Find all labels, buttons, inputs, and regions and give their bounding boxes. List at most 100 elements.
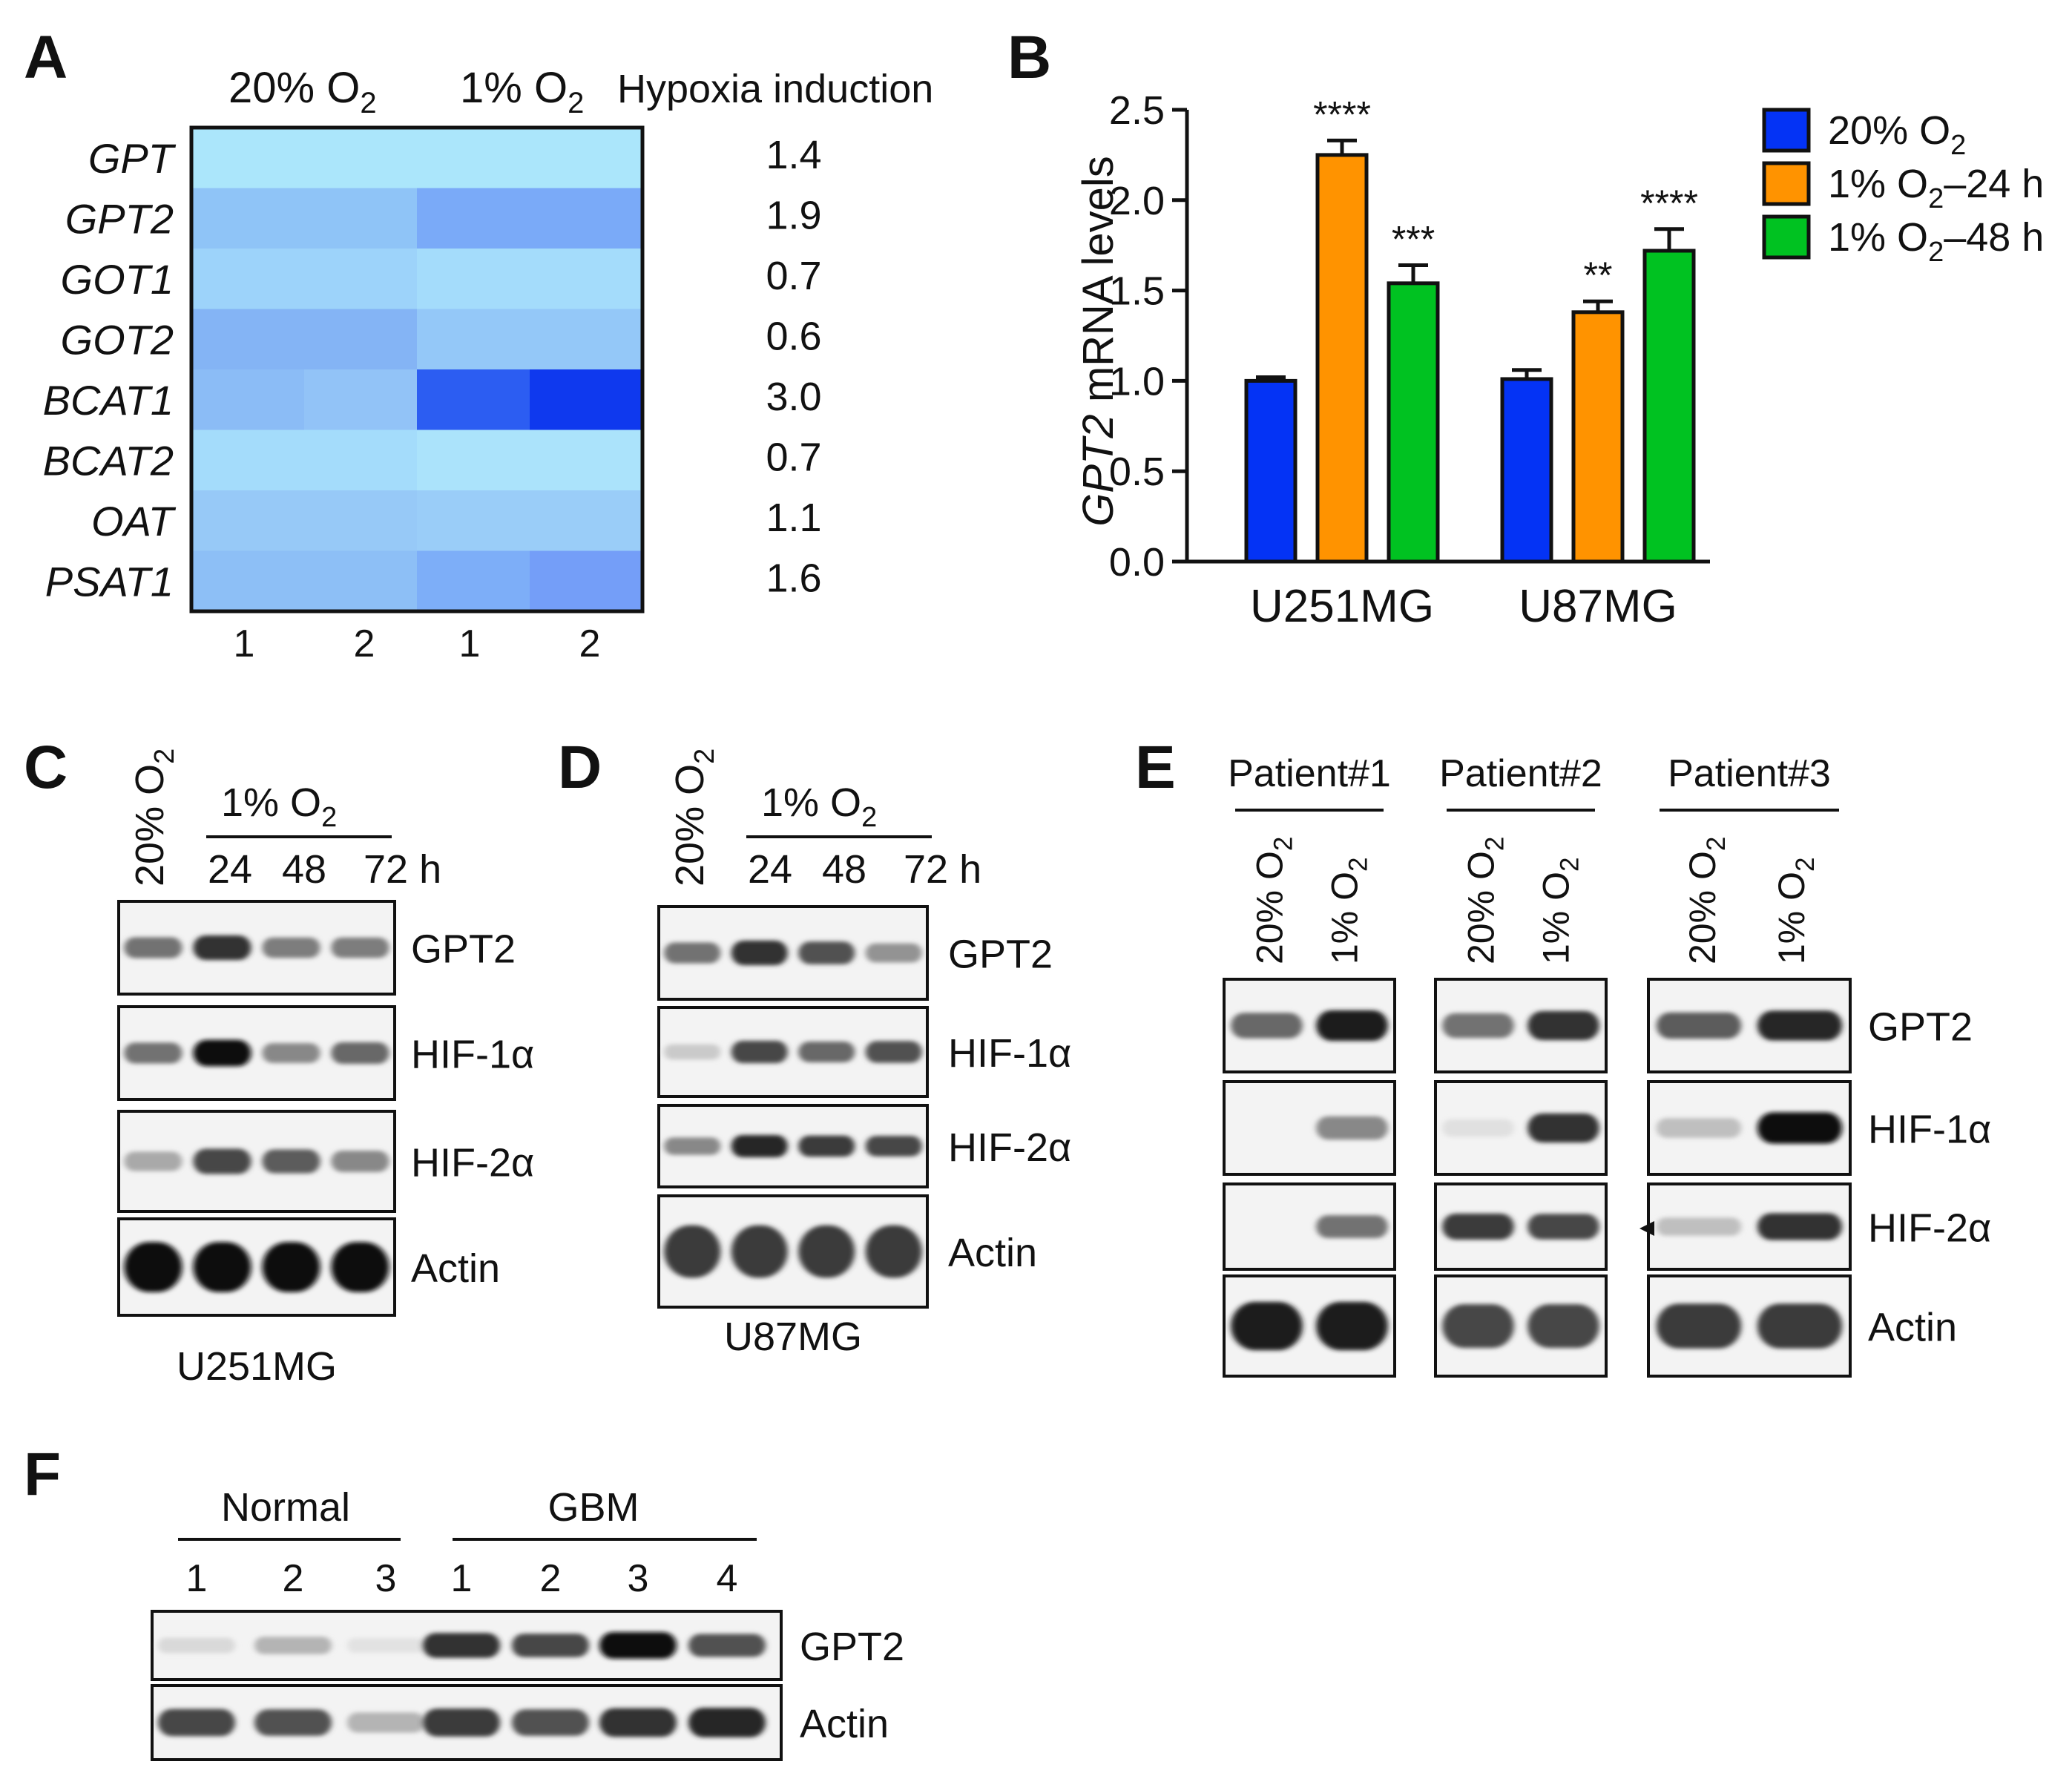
y-tick-label: 2.5 bbox=[1109, 88, 1165, 133]
heatmap-induction-value: 1.1 bbox=[766, 496, 821, 540]
blot-band bbox=[1442, 1304, 1514, 1348]
group-label-hypoxia-main: 1% O bbox=[221, 780, 321, 825]
group-label-hypoxia-main: 1% O bbox=[761, 780, 861, 825]
protein-label: HIF-1α bbox=[411, 1033, 534, 1077]
heatmap-cell bbox=[304, 550, 418, 612]
legend-label-sub: 2 bbox=[1928, 237, 1944, 268]
blot-band bbox=[1231, 1013, 1303, 1039]
lane-label-normoxia-sub: 2 bbox=[689, 749, 720, 764]
group-label-gbm: GBM bbox=[547, 1485, 639, 1530]
legend-swatch bbox=[1762, 108, 1811, 153]
bar-chart: 0.00.51.01.52.02.5 *******U251MG******U87… bbox=[1109, 88, 1710, 632]
protein-label: HIF-2α bbox=[948, 1125, 1071, 1170]
legend-label-sub: 2 bbox=[1928, 183, 1944, 214]
heatmap-cell bbox=[304, 430, 418, 491]
heatmap-frame bbox=[189, 125, 645, 614]
blot-band bbox=[1527, 1010, 1599, 1041]
blot-band bbox=[124, 1042, 182, 1064]
blot-f: Normal GBM 1 2 3 1 2 3 4 GPT2 Actin bbox=[151, 1485, 904, 1761]
heatmap-header-normoxia: 20% O2 bbox=[228, 64, 377, 119]
protein-label: HIF-2α bbox=[1868, 1206, 1991, 1251]
group-label-normal: Normal bbox=[221, 1485, 350, 1530]
blot-band bbox=[512, 1634, 589, 1657]
heatmap-cell bbox=[417, 369, 530, 430]
blot-band bbox=[731, 940, 788, 966]
heatmap-header-normoxia-sub: 2 bbox=[360, 87, 376, 119]
bar bbox=[1387, 281, 1440, 564]
blot-band bbox=[254, 1709, 332, 1736]
heatmap-replicate-label: 1 bbox=[459, 622, 481, 665]
legend-label-tail: –24 h bbox=[1944, 162, 2044, 206]
patient-label: Patient#3 bbox=[1668, 752, 1831, 795]
lane-label-normoxia-sub: 2 bbox=[149, 749, 180, 764]
legend-label: 1% O2–24 h bbox=[1828, 162, 2044, 214]
blot-band bbox=[664, 1137, 721, 1155]
protein-label: GPT2 bbox=[1868, 1005, 1973, 1050]
heatmap-cell bbox=[191, 430, 305, 491]
blot-band bbox=[331, 1242, 389, 1292]
heatmap-gene-labels: GPT GPT2 GOT1 GOT2 BCAT1 BCAT2 OAT PSAT1 bbox=[43, 135, 177, 605]
lane-label: 2 bbox=[540, 1557, 562, 1600]
group-label-hypoxia: 1% O2 bbox=[761, 780, 877, 833]
heatmap-cell bbox=[191, 309, 305, 370]
blot-band bbox=[423, 1633, 500, 1658]
time-label: 72 h bbox=[364, 847, 441, 892]
significance-label: **** bbox=[1313, 93, 1371, 135]
legend-label-main: 20% O bbox=[1828, 108, 1950, 153]
band-arrow bbox=[1639, 1221, 1654, 1236]
heatmap-gene-label: BCAT2 bbox=[43, 437, 174, 484]
blot-band bbox=[158, 1637, 235, 1654]
heatmap-cell bbox=[417, 309, 530, 370]
blot-band bbox=[347, 1638, 424, 1653]
blot-band bbox=[731, 1225, 788, 1278]
panel-b-letter: B bbox=[1007, 24, 1051, 91]
heatmap-grid bbox=[191, 128, 643, 612]
time-label: 24 bbox=[208, 847, 252, 892]
heatmap-cell bbox=[191, 550, 305, 612]
bar bbox=[1642, 249, 1696, 564]
lane-label-normoxia: 20% O2 bbox=[1249, 837, 1298, 964]
heatmap-cell bbox=[191, 490, 305, 551]
lane-label-hypoxia-sub: 2 bbox=[1556, 857, 1585, 871]
heatmap-cell bbox=[530, 128, 643, 188]
cell-line-label: U87MG bbox=[724, 1315, 862, 1359]
blot-band bbox=[731, 1040, 788, 1064]
heatmap-replicate-labels: 1 2 1 2 bbox=[234, 622, 601, 665]
heatmap-cell bbox=[191, 128, 305, 188]
blot-band bbox=[1656, 1012, 1742, 1039]
heatmap-induction-value: 0.7 bbox=[766, 254, 821, 298]
heatmap-gene-label: GPT bbox=[88, 135, 177, 182]
blot-band bbox=[193, 1148, 251, 1174]
blot-band bbox=[262, 1043, 320, 1063]
blot-band bbox=[1527, 1214, 1599, 1240]
chart-ylabel-rest: mRNA levels bbox=[1074, 156, 1122, 414]
blot-band bbox=[664, 1225, 721, 1278]
y-tick-label: 0.5 bbox=[1109, 450, 1165, 494]
panel-b: B GPT2 mRNA levels 0.00.51.01.52.02.5 ***… bbox=[1007, 24, 2044, 632]
blot-band bbox=[254, 1637, 332, 1654]
legend-label: 20% O2 bbox=[1828, 108, 1966, 161]
panel-a-letter: A bbox=[24, 24, 68, 91]
x-category-label: U87MG bbox=[1519, 581, 1677, 632]
blot-band bbox=[1527, 1304, 1599, 1348]
chart-ylabel: GPT2 mRNA levels bbox=[1074, 156, 1122, 527]
heatmap-induction-value: 1.6 bbox=[766, 556, 821, 600]
blot-band bbox=[1442, 1013, 1514, 1039]
lane-label: 1 bbox=[451, 1557, 473, 1600]
blot-band bbox=[688, 1708, 766, 1737]
y-tick-label: 0.0 bbox=[1109, 540, 1165, 585]
blot-band bbox=[512, 1709, 589, 1736]
legend-label-main: 1% O bbox=[1828, 215, 1928, 260]
protein-label: Actin bbox=[948, 1231, 1037, 1275]
time-label: 48 bbox=[822, 847, 866, 892]
lane-label-hypoxia-main: 1% O bbox=[1771, 872, 1812, 964]
heatmap-gene-label: BCAT1 bbox=[43, 377, 174, 424]
blot-band bbox=[798, 1042, 855, 1062]
lane-label: 3 bbox=[628, 1557, 649, 1600]
heatmap-cell bbox=[304, 188, 418, 249]
heatmap-cell bbox=[304, 128, 418, 188]
